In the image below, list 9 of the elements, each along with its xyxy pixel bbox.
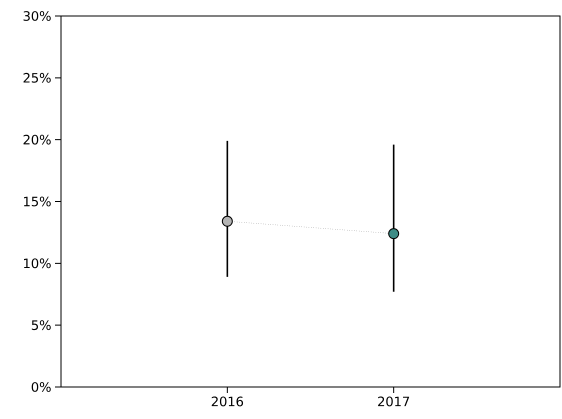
y-tick-label: 25%	[24, 72, 51, 83]
y-tick-label: 0%	[32, 382, 51, 392]
y-tick-label: 15%	[24, 196, 51, 206]
x-tick-label: 2017	[378, 396, 410, 406]
x-tick-label: 2016	[212, 396, 244, 406]
y-tick-label: 20%	[24, 134, 51, 145]
y-tick-label: 5%	[32, 320, 51, 330]
y-tick-label: 10%	[24, 258, 51, 268]
y-tick-label: 30%	[24, 11, 51, 21]
